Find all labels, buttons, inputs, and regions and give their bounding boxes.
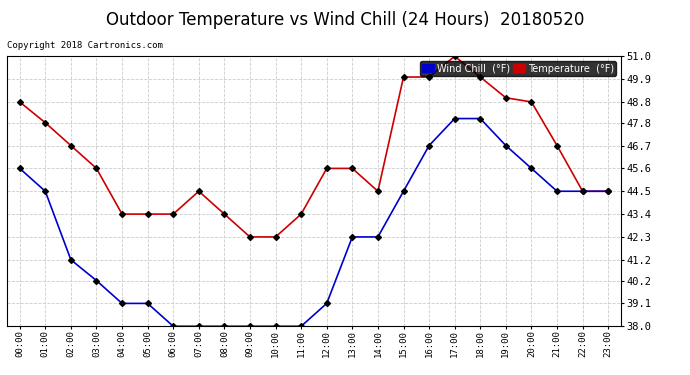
Text: Copyright 2018 Cartronics.com: Copyright 2018 Cartronics.com <box>7 41 163 50</box>
Text: Outdoor Temperature vs Wind Chill (24 Hours)  20180520: Outdoor Temperature vs Wind Chill (24 Ho… <box>106 11 584 29</box>
Legend: Wind Chill  (°F), Temperature  (°F): Wind Chill (°F), Temperature (°F) <box>420 61 616 76</box>
